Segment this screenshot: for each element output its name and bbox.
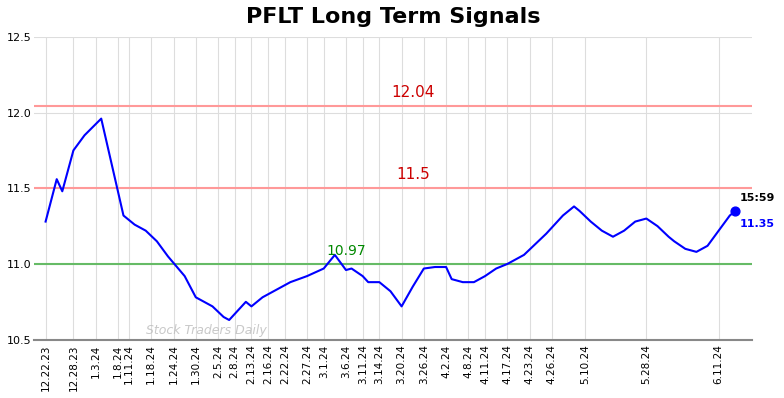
Text: 11.35: 11.35 — [740, 219, 775, 228]
Text: 10.97: 10.97 — [326, 244, 366, 258]
Text: 15:59: 15:59 — [740, 193, 775, 203]
Title: PFLT Long Term Signals: PFLT Long Term Signals — [246, 7, 540, 27]
Text: Stock Traders Daily: Stock Traders Daily — [146, 324, 267, 337]
Text: 12.04: 12.04 — [391, 86, 434, 100]
Point — [729, 208, 742, 214]
Text: 11.5: 11.5 — [396, 167, 430, 182]
